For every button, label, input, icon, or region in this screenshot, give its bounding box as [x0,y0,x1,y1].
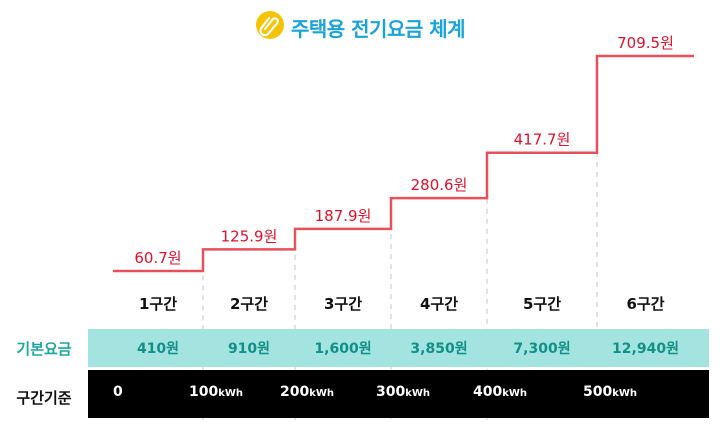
basic-fee-row-label: 기본요금 [16,339,72,358]
tier-label: 4구간 [420,295,458,313]
tier-label: 1구간 [139,295,177,313]
price-label: 125.9원 [221,227,278,245]
basic-fee-cell: 410원 [136,341,180,357]
tier-label: 5구간 [523,295,561,313]
basic-fee-cell: 910원 [227,341,271,357]
basic-fee-cell: 1,600원 [314,341,372,357]
chart-title-area: 주택용 전기요금 체계 [0,10,720,44]
tier-label: 2구간 [230,295,268,313]
tier-label: 3구간 [324,295,362,313]
chart-title: 주택용 전기요금 체계 [290,16,466,41]
range-boundary-label: 300kWh [376,384,431,400]
range-unit: kWh [502,388,528,399]
basic-fee-cell: 7,300원 [513,341,571,357]
range-row-label: 구간기준 [16,388,72,407]
price-label: 60.7원 [134,249,181,267]
price-label: 187.9원 [315,207,372,225]
range-boundary-label: 0 [113,384,123,400]
range-row: 0 100kWh 200kWh 300kWh 400kWh 500kWh [88,370,709,418]
price-label: 709.5원 [617,34,674,52]
range-boundary-label: 400kWh [473,384,528,400]
price-label: 280.6원 [411,176,468,194]
range-unit: kWh [218,388,244,399]
range-boundary-label: 200kWh [280,384,335,400]
basic-fee-cell: 12,940원 [612,341,679,357]
range-unit: kWh [405,388,431,399]
range-unit: kWh [309,388,335,399]
range-boundary-label: 100kWh [189,384,244,400]
basic-fee-row: 410원 910원 1,600원 3,850원 7,300원 12,940원 [88,329,709,367]
range-boundary-label: 500kWh [583,384,638,400]
price-label: 417.7원 [514,131,571,149]
range-unit: kWh [612,388,638,399]
basic-fee-cell: 3,850원 [410,341,468,357]
paperclip-icon [255,10,285,44]
tier-label: 6구간 [626,295,664,313]
price-step-line [113,54,694,273]
